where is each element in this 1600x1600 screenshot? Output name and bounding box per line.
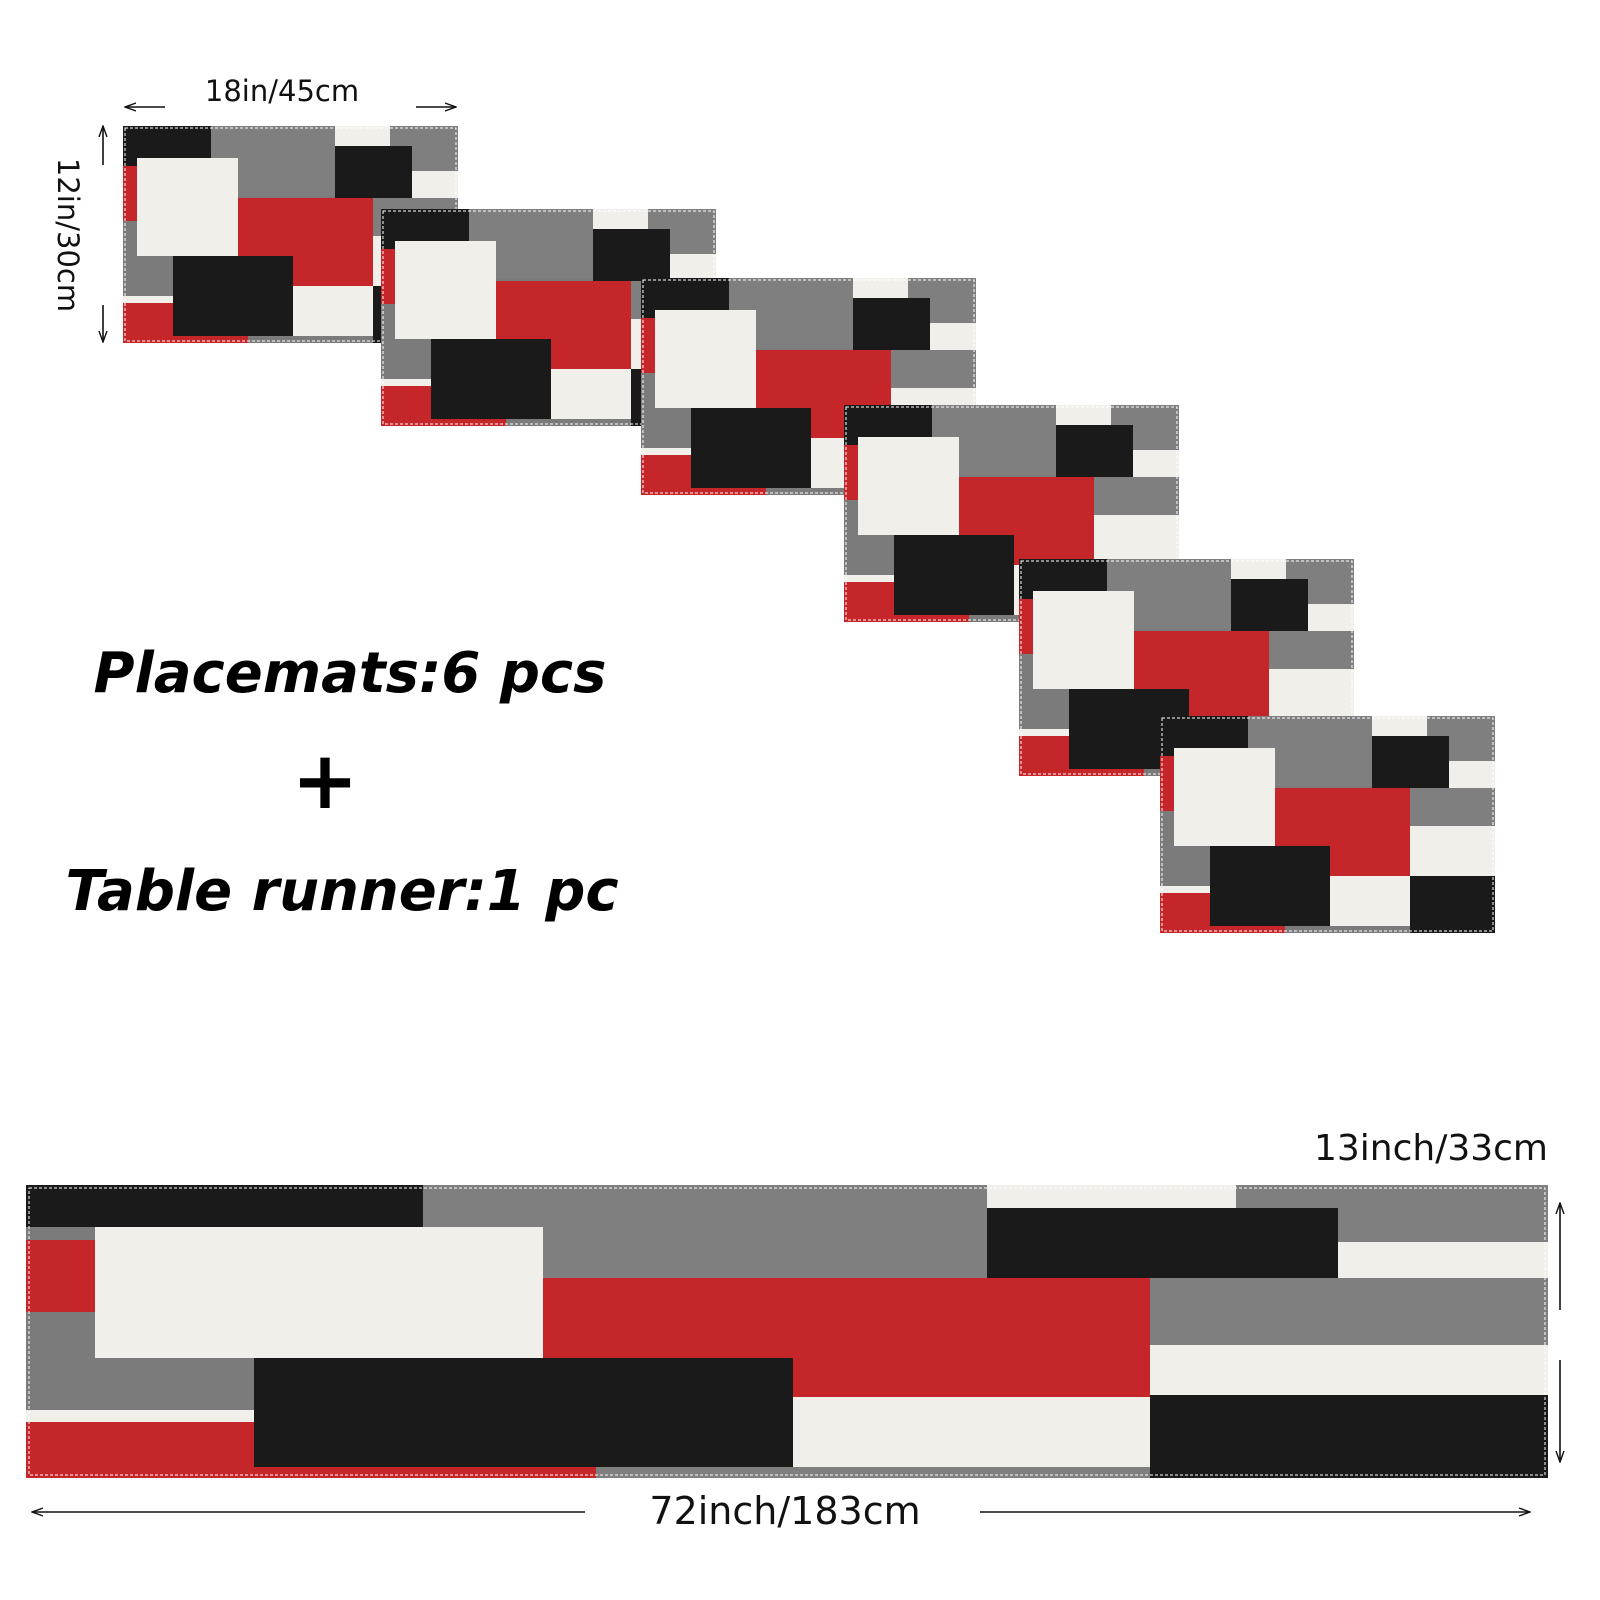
- plus-sign: +: [291, 734, 358, 827]
- runner-height: 13inch/33cm: [1314, 1128, 1548, 1169]
- placemats-caption: Placemats:6 pcs: [94, 641, 607, 706]
- runner-caption: Table runner:1 pc: [65, 859, 618, 924]
- placemat-height: 12in/30cm: [51, 158, 85, 312]
- placemat: [1159, 715, 1496, 934]
- placemat-width: 18in/45cm: [205, 74, 359, 108]
- runner-width: 72inch/183cm: [649, 1489, 920, 1533]
- table-runner: [26, 1185, 1548, 1478]
